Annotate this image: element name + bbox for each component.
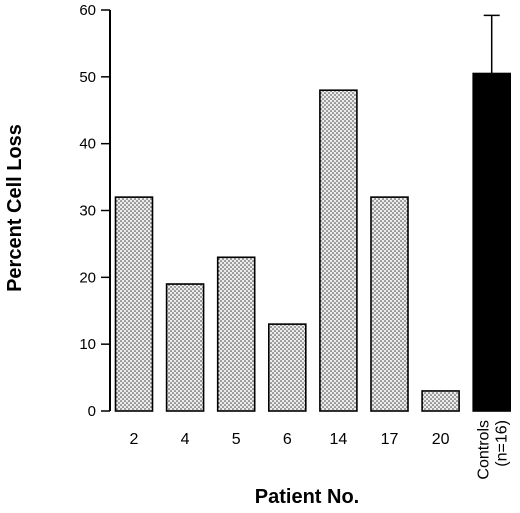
x-tick-labels: 2 4 5 6 14 17 20 Controls (n=16) (130, 420, 511, 480)
x-tick-label: 2 (130, 431, 139, 448)
x-axis-title: Patient No. (255, 486, 359, 508)
x-tick-label: 5 (232, 431, 241, 448)
y-tick-label: 0 (88, 403, 96, 420)
x-tick-label: 4 (181, 431, 190, 448)
y-tick-label: 50 (79, 69, 96, 86)
bar-5 (216, 256, 256, 412)
bars-layer (114, 14, 512, 412)
x-tick-label: 14 (330, 431, 348, 448)
bar-20 (421, 390, 460, 412)
x-tick-label: 17 (381, 431, 399, 448)
y-tick-label: 10 (79, 336, 96, 353)
y-tick-label: 60 (79, 2, 96, 19)
y-ticks: 0 10 20 30 40 50 60 (79, 2, 110, 420)
y-tick-label: 20 (79, 269, 96, 286)
bar-2 (114, 196, 154, 412)
x-tick-label: Controls (n=16) (476, 420, 511, 480)
y-axis-title: Percent Cell Loss (4, 124, 26, 292)
x-tick-label-line: (n=16) (494, 420, 511, 467)
x-tick-label-line: Controls (476, 420, 493, 480)
x-tick-label: 6 (283, 431, 292, 448)
y-tick-label: 30 (79, 203, 96, 220)
bar-17 (370, 196, 409, 412)
bar-14 (319, 89, 358, 412)
bar-6 (267, 323, 307, 412)
bar-controls (472, 72, 512, 412)
bar-4 (165, 283, 205, 412)
y-tick-label: 40 (79, 136, 96, 153)
x-tick-label: 20 (432, 431, 450, 448)
